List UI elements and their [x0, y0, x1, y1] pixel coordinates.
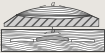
- Polygon shape: [16, 7, 92, 19]
- Polygon shape: [71, 39, 94, 42]
- Polygon shape: [10, 38, 34, 42]
- Polygon shape: [4, 15, 99, 26]
- Text: a: a: [50, 0, 55, 8]
- Text: b: b: [50, 27, 55, 35]
- Bar: [1, 29, 104, 51]
- Polygon shape: [37, 36, 68, 41]
